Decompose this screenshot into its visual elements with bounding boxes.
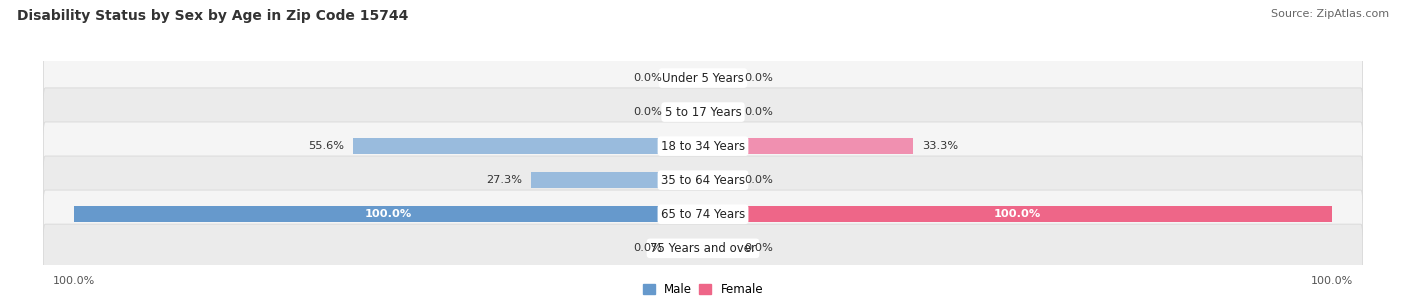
Text: 0.0%: 0.0% — [744, 243, 773, 253]
Legend: Male, Female: Male, Female — [643, 283, 763, 296]
Bar — [672, 70, 703, 86]
FancyBboxPatch shape — [44, 54, 1362, 102]
Text: 100.0%: 100.0% — [364, 209, 412, 219]
Text: 0.0%: 0.0% — [633, 243, 662, 253]
Text: 65 to 74 Years: 65 to 74 Years — [661, 208, 745, 221]
FancyBboxPatch shape — [44, 122, 1362, 170]
Bar — [672, 240, 703, 257]
Text: 75 Years and over: 75 Years and over — [650, 242, 756, 255]
Bar — [703, 70, 734, 86]
Text: 0.0%: 0.0% — [744, 107, 773, 117]
Text: 27.3%: 27.3% — [485, 175, 522, 185]
Text: 100.0%: 100.0% — [994, 209, 1042, 219]
Bar — [703, 206, 1333, 222]
Bar — [703, 138, 912, 154]
Text: Source: ZipAtlas.com: Source: ZipAtlas.com — [1271, 9, 1389, 19]
Text: Disability Status by Sex by Age in Zip Code 15744: Disability Status by Sex by Age in Zip C… — [17, 9, 408, 23]
Text: 33.3%: 33.3% — [922, 141, 957, 151]
FancyBboxPatch shape — [44, 224, 1362, 272]
Bar — [703, 104, 734, 120]
Bar — [531, 172, 703, 188]
FancyBboxPatch shape — [44, 190, 1362, 239]
Text: 5 to 17 Years: 5 to 17 Years — [665, 106, 741, 119]
Text: 0.0%: 0.0% — [744, 175, 773, 185]
Bar — [73, 206, 703, 222]
Bar — [353, 138, 703, 154]
FancyBboxPatch shape — [44, 88, 1362, 136]
Bar — [703, 240, 734, 257]
Text: 0.0%: 0.0% — [744, 73, 773, 83]
Text: 18 to 34 Years: 18 to 34 Years — [661, 140, 745, 152]
Text: Under 5 Years: Under 5 Years — [662, 72, 744, 84]
Text: 55.6%: 55.6% — [308, 141, 343, 151]
Text: 0.0%: 0.0% — [633, 73, 662, 83]
Bar — [672, 104, 703, 120]
Text: 35 to 64 Years: 35 to 64 Years — [661, 174, 745, 187]
Bar — [703, 172, 734, 188]
FancyBboxPatch shape — [44, 156, 1362, 204]
Text: 0.0%: 0.0% — [633, 107, 662, 117]
